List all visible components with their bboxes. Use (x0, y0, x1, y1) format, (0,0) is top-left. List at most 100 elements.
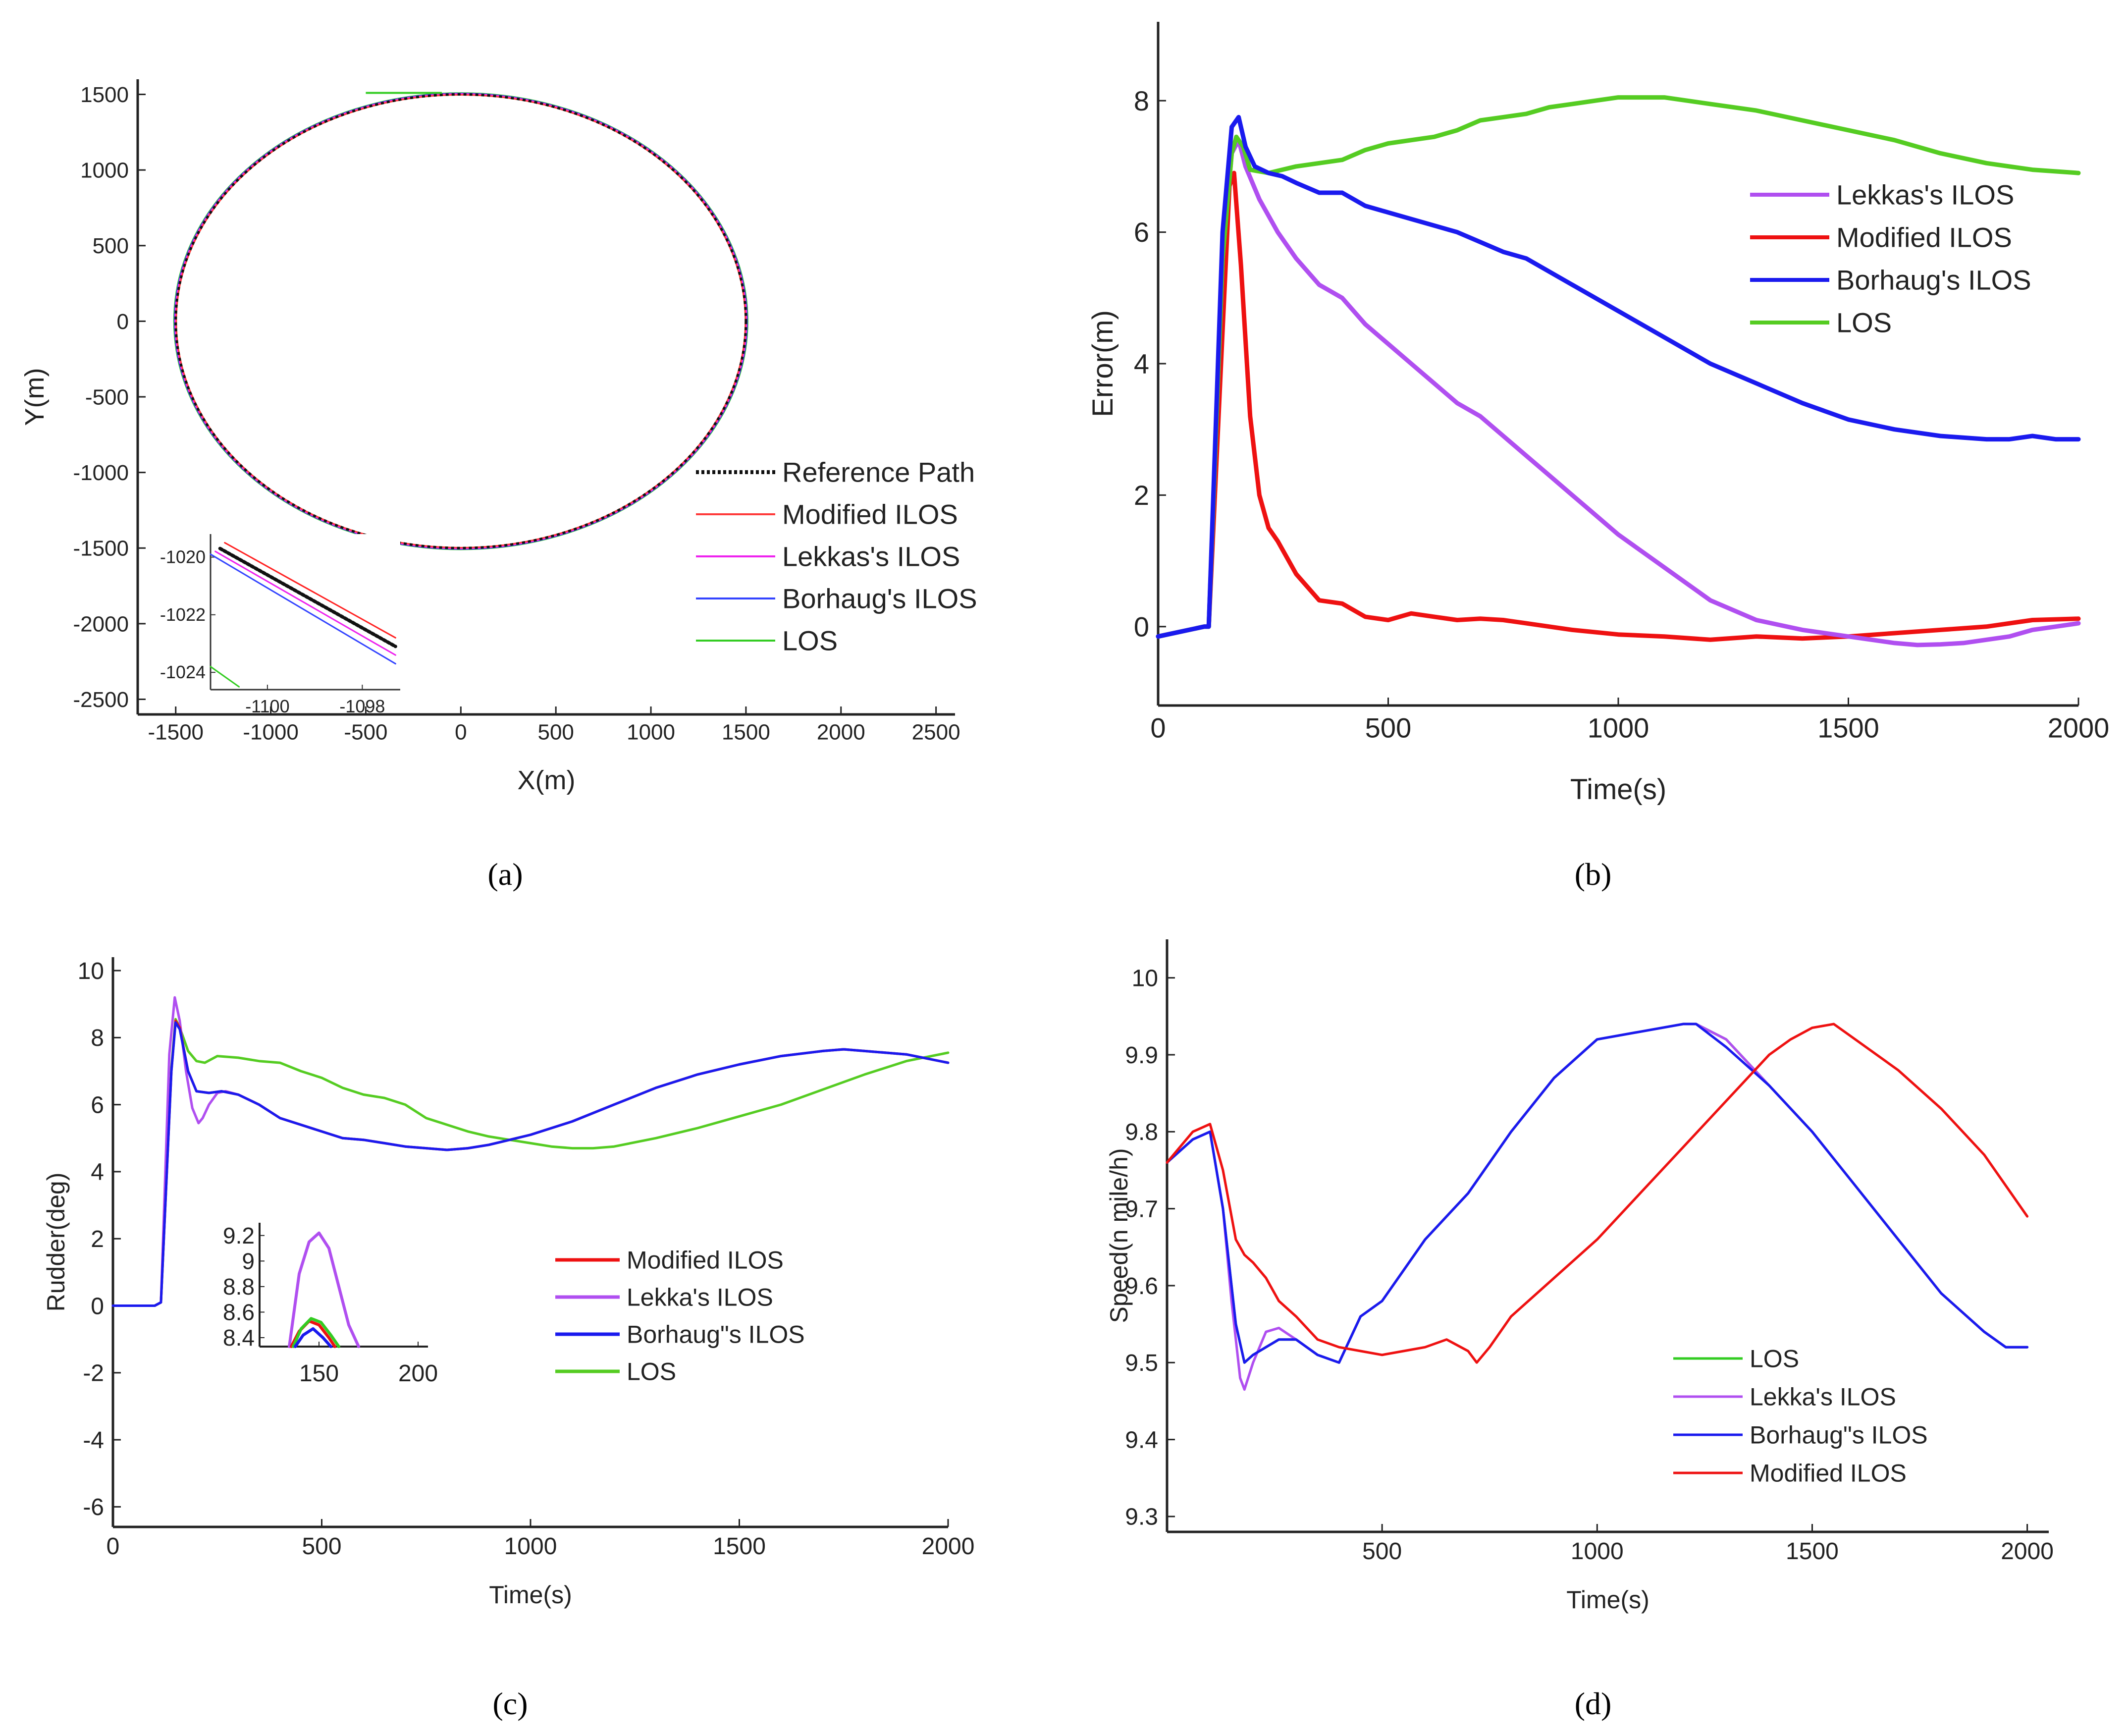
y-tick-label: 9.4 (1125, 1427, 1158, 1453)
series-modified-ilos (1156, 170, 2081, 642)
y-tick-label: -2000 (73, 612, 129, 636)
x-tick-label: 0 (106, 1533, 120, 1560)
y-axis-label: Speed(n mile/h) (1105, 1148, 1133, 1323)
inset-x-tick-label: 150 (299, 1360, 339, 1387)
x-tick-label: 1000 (1588, 712, 1649, 743)
inset-y-tick-label: 8.8 (223, 1274, 255, 1300)
y-tick-label: -1500 (73, 537, 129, 561)
y-tick-label: 1000 (80, 159, 129, 183)
inset-y-tick-label: -1020 (160, 547, 206, 567)
y-tick-label: 9.9 (1125, 1042, 1158, 1069)
x-tick-label: 500 (1362, 1538, 1402, 1565)
legend-label-los: LOS (1836, 307, 1892, 338)
series-borhaug-s-ilos (1156, 114, 2081, 639)
panel-label-b: (b) (1575, 857, 1612, 892)
inset-line-1 (218, 546, 397, 649)
x-tick-label: 0 (455, 720, 467, 745)
trajectory-modified-ilos (175, 94, 746, 548)
trajectory-borhaug-s-ilos (173, 93, 748, 550)
panel-label-d: (d) (1575, 1686, 1612, 1721)
legend-label-los: LOS (627, 1358, 676, 1386)
series-modified-ilos (111, 1020, 950, 1307)
inset-y-tick-label: 8.6 (223, 1299, 255, 1325)
inset-y-tick-label: -1022 (160, 604, 206, 625)
inset-y-tick-label: 8.4 (223, 1325, 255, 1351)
legend-label-lekkas-s-ilos: Lekkas's ILOS (1836, 179, 2014, 211)
y-tick-label: 9.3 (1125, 1504, 1158, 1530)
y-tick-label: -1000 (73, 461, 129, 485)
legend-label-modified-ilos: Modified ILOS (782, 499, 958, 530)
y-tick-label: 9.7 (1125, 1196, 1158, 1222)
y-axis-label: Y(m) (20, 368, 50, 426)
y-tick-label: 9.5 (1125, 1350, 1158, 1376)
legend-label-los: LOS (782, 625, 838, 656)
y-tick-label: 1500 (80, 83, 129, 107)
inset-x-tick-label: -1098 (339, 696, 385, 716)
legend-label-borhaug-s-ilos: Borhaug's ILOS (782, 583, 977, 614)
y-tick-label: 8 (91, 1025, 104, 1051)
inset-line-4 (210, 666, 240, 688)
y-tick-label: 2 (91, 1226, 104, 1252)
x-tick-label: 2000 (817, 720, 865, 745)
y-axis-label: Error(m) (1087, 310, 1119, 417)
y-tick-label: 9.8 (1125, 1119, 1158, 1145)
legend-label-lekka-s-ilos: Lekka's ILOS (1750, 1383, 1896, 1411)
inset-curve-3 (294, 1327, 332, 1348)
series-los (1156, 95, 2081, 639)
series-lekkas-s-ilos (1156, 138, 2081, 648)
series-borhaug-s-ilos (1166, 1023, 2029, 1364)
chart-b: 0 500 1000 1500 2000 0 2 4 6 8 Time(s) Error(m) Lekk… (1087, 22, 2109, 806)
y-tick-label: -2500 (73, 688, 129, 712)
x-tick-label: 1500 (722, 720, 770, 745)
trajectory-reference-path (174, 93, 747, 549)
x-axis-label: Time(s) (1570, 773, 1666, 806)
panel-label-c: (c) (492, 1686, 528, 1721)
y-tick-label: 0 (91, 1293, 104, 1319)
legend-label-lekkas-s-ilos: Lekkas's ILOS (782, 541, 960, 572)
x-tick-label: 1500 (713, 1533, 766, 1560)
inset-line-3 (210, 553, 396, 665)
y-tick-label: 8 (1134, 85, 1149, 116)
chart-c: 0 500 1000 1500 2000 -6 -4 -2 0 2 4 6 8 10 Time(s) Rudd… (42, 957, 974, 1609)
x-axis-label: Time(s) (1566, 1586, 1649, 1614)
legend-label-modified-ilos: Modified ILOS (1836, 222, 2012, 253)
legend-label-reference-path: Reference Path (782, 457, 975, 488)
y-tick-label: 10 (78, 958, 104, 984)
trajectory-lekkas-s-ilos (174, 93, 747, 549)
x-axis-label: Time(s) (489, 1581, 572, 1609)
x-tick-label: 500 (302, 1533, 341, 1560)
legend-label-borhaug-s-ilos: Borhaug"s ILOS (1750, 1421, 1928, 1449)
panel-label-a: (a) (487, 857, 523, 892)
y-tick-label: 0 (1134, 611, 1149, 642)
inset-line-0 (224, 542, 396, 639)
inset-x-tick-label: 200 (398, 1360, 438, 1387)
y-axis-label: Rudder(deg) (42, 1173, 70, 1312)
y-tick-label: 0 (117, 310, 129, 334)
legend-label-borhaug-s-ilos: Borhaug"s ILOS (627, 1321, 805, 1349)
y-tick-label: 2 (1134, 480, 1149, 511)
inset-y-tick-label: 9.2 (223, 1223, 255, 1248)
y-tick-label: -4 (83, 1427, 104, 1454)
legend-label-lekka-s-ilos: Lekka's ILOS (627, 1284, 773, 1311)
x-tick-label: 1000 (1571, 1538, 1624, 1565)
x-tick-label: -1000 (243, 720, 299, 745)
x-tick-label: -500 (344, 720, 387, 745)
x-tick-label: 500 (537, 720, 574, 745)
y-tick-label: 6 (91, 1092, 104, 1118)
inset-x-tick-label: -1100 (245, 696, 289, 716)
y-tick-label: 500 (93, 234, 129, 258)
y-tick-label: -6 (83, 1494, 104, 1520)
x-tick-label: 2000 (2048, 712, 2110, 743)
inset-line-2 (214, 550, 396, 656)
legend-label-borhaug-s-ilos: Borhaug's ILOS (1836, 265, 2031, 296)
legend-label-los: LOS (1750, 1345, 1799, 1373)
inset-curve-2 (292, 1317, 340, 1348)
y-tick-label: 10 (1132, 965, 1158, 991)
x-axis-label: X(m) (518, 765, 576, 795)
legend-label-modified-ilos: Modified ILOS (627, 1247, 784, 1274)
x-tick-label: -1500 (148, 720, 204, 745)
chart-a: -1500 -1000 -500 0 500 1000 1500 2000 2500-2500-… (20, 79, 977, 795)
y-tick-label: 4 (1134, 348, 1149, 380)
y-tick-label: 9.6 (1125, 1273, 1158, 1300)
